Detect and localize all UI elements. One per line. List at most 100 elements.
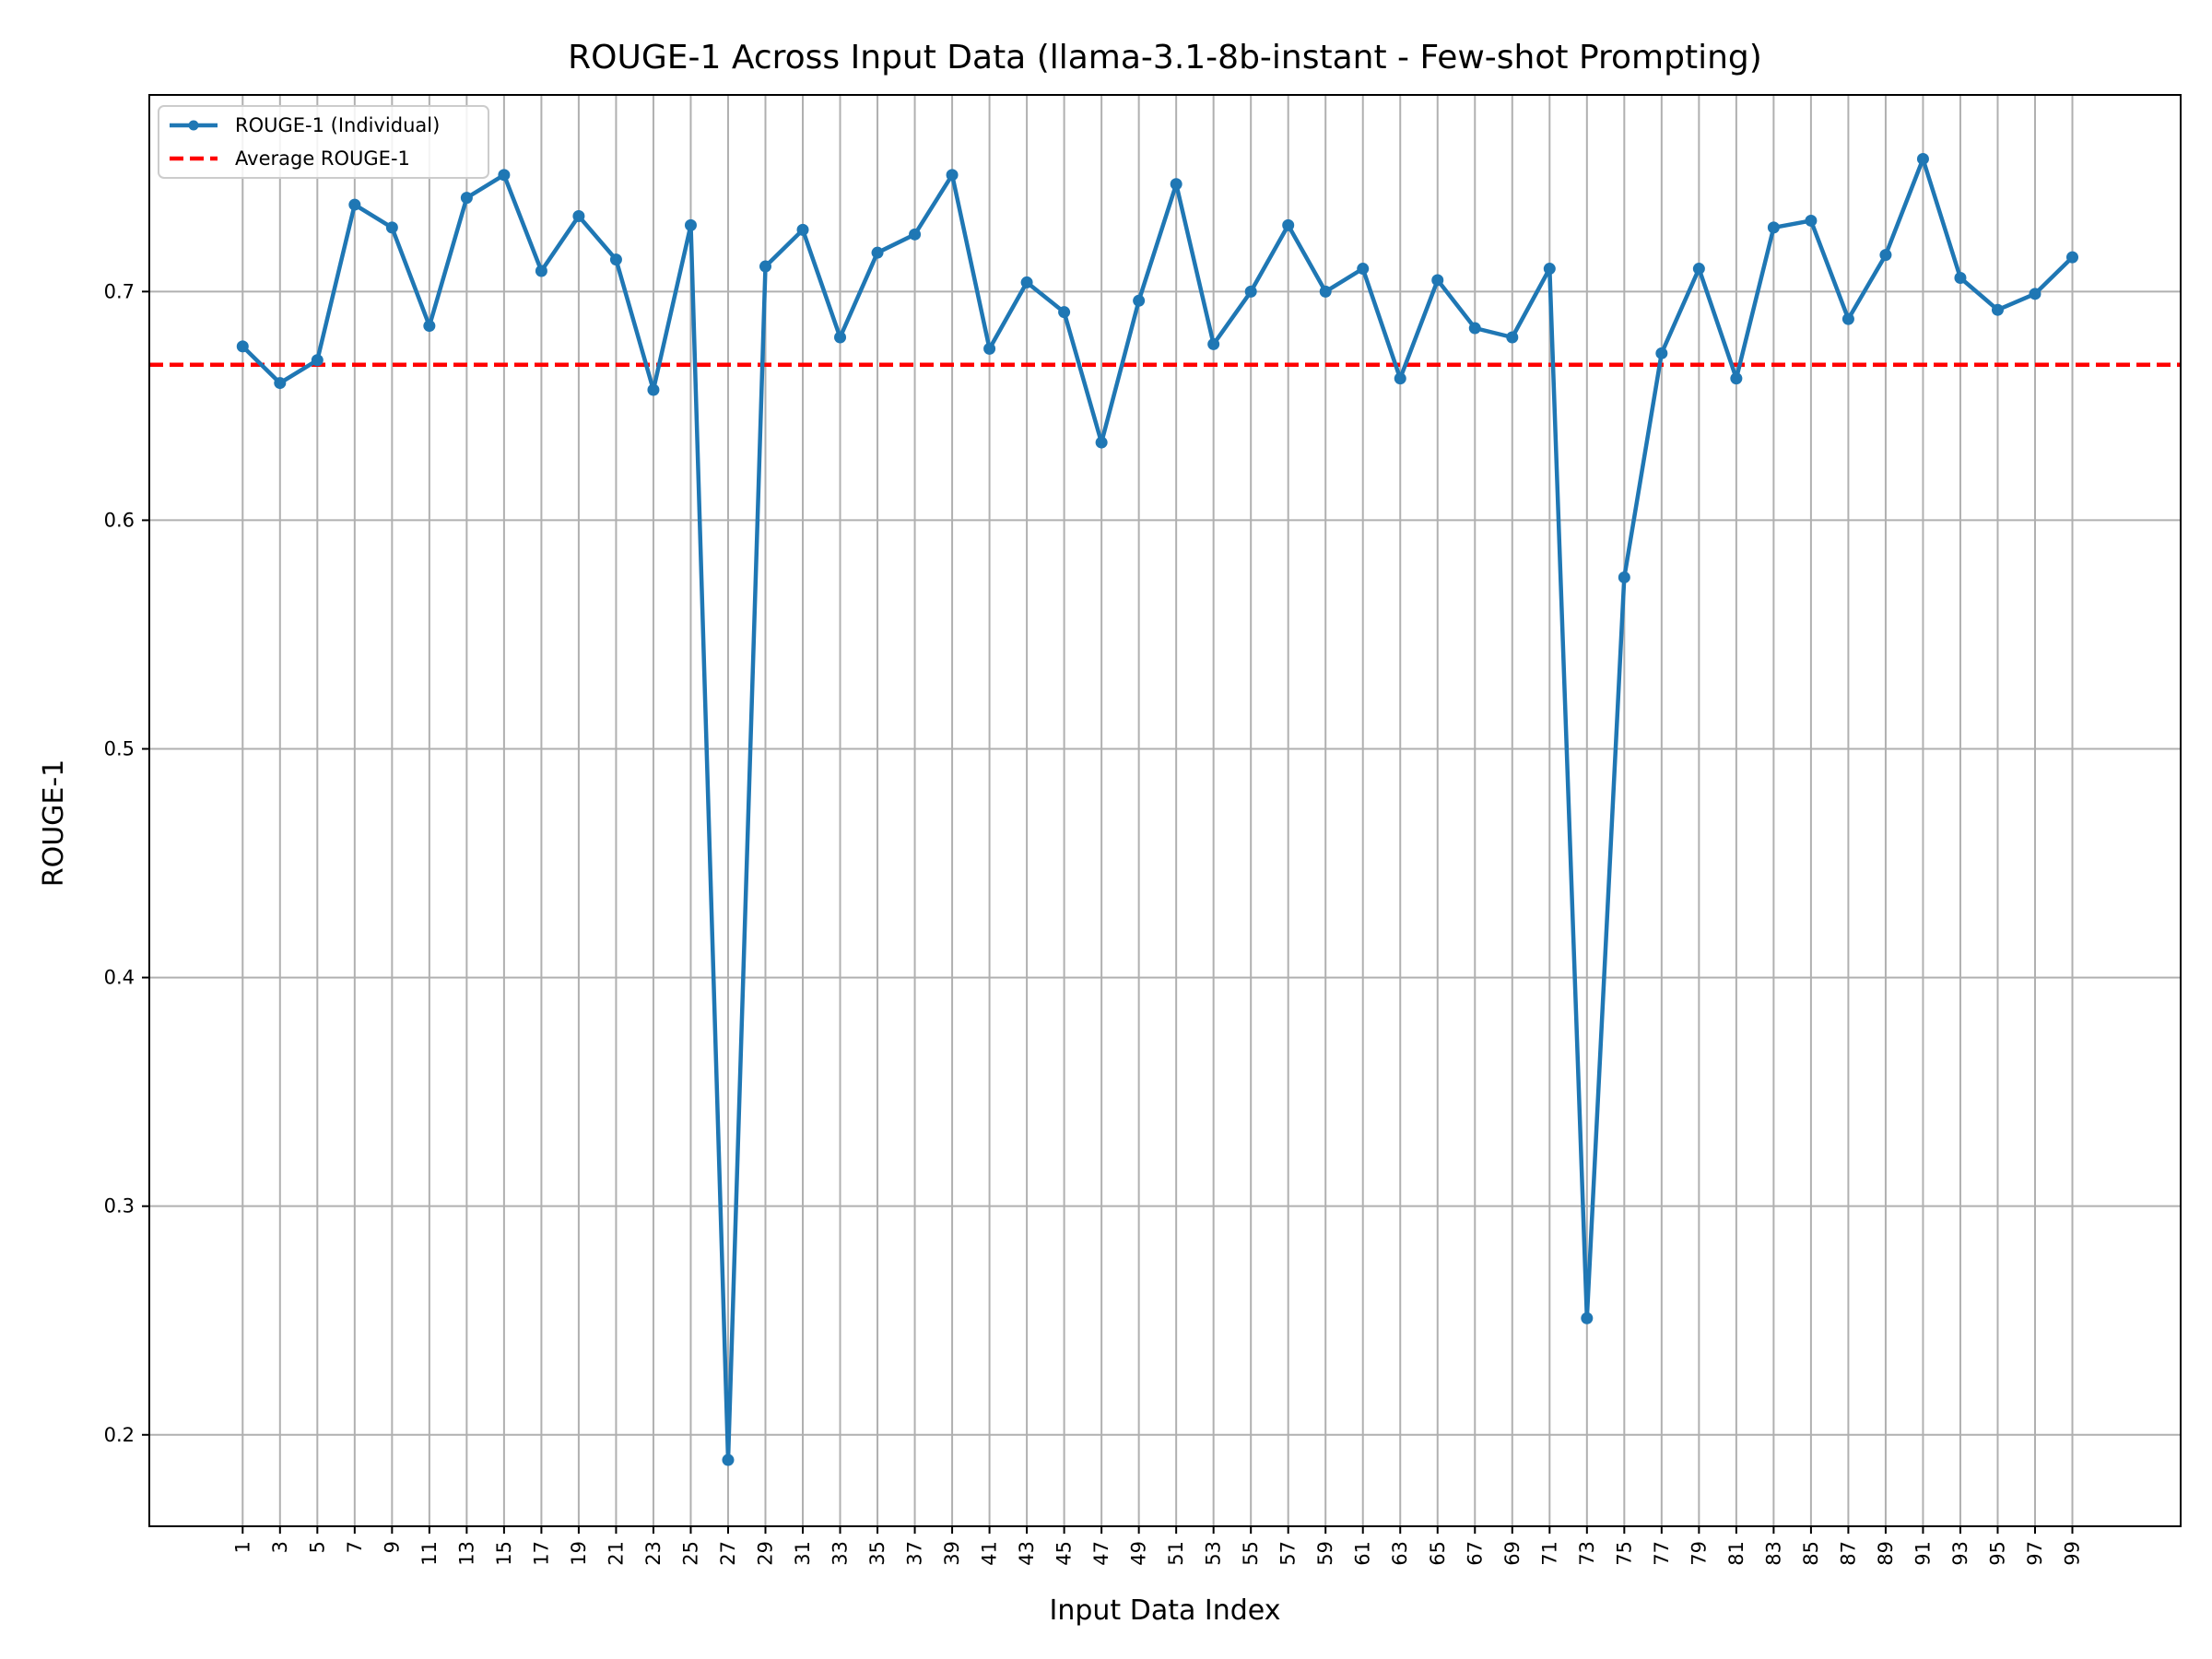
- x-tick-label: 91: [1912, 1541, 1934, 1566]
- x-tick-label: 41: [979, 1541, 1001, 1566]
- x-tick-label: 37: [904, 1541, 926, 1566]
- x-tick-label: 25: [679, 1541, 701, 1566]
- x-tick-label: 43: [1016, 1541, 1038, 1566]
- x-tick-label: 1: [231, 1541, 253, 1553]
- x-tick-label: 67: [1464, 1541, 1486, 1566]
- x-tick-label: 63: [1389, 1541, 1411, 1566]
- data-point: [1244, 285, 1257, 298]
- data-point: [1431, 274, 1444, 287]
- data-point: [1468, 322, 1481, 335]
- x-tick-label: 29: [754, 1541, 776, 1566]
- x-tick-label: 83: [1762, 1541, 1784, 1566]
- data-point: [274, 377, 287, 390]
- data-point: [2029, 288, 2041, 300]
- data-point: [1730, 372, 1743, 385]
- series-line-individual: [241, 157, 2075, 1463]
- data-point: [759, 260, 771, 273]
- data-point: [1357, 263, 1370, 276]
- x-tick-label: 57: [1277, 1541, 1300, 1566]
- x-tick-label: 79: [1688, 1541, 1710, 1566]
- data-point: [1767, 221, 1780, 234]
- x-tick-label: 71: [1538, 1541, 1560, 1566]
- data-point: [1020, 276, 1033, 288]
- data-point: [909, 228, 922, 241]
- x-tick-label: 81: [1725, 1541, 1747, 1566]
- x-tick-label: 89: [1875, 1541, 1897, 1566]
- x-tick-label: 17: [530, 1541, 552, 1566]
- x-tick-label: 53: [1203, 1541, 1225, 1566]
- x-tick-label: 31: [792, 1541, 814, 1566]
- x-tick-label: 93: [1949, 1541, 1971, 1566]
- legend-label-average: Average ROUGE-1: [235, 147, 410, 170]
- x-tick-label: 3: [269, 1541, 291, 1553]
- data-point: [1581, 1312, 1594, 1324]
- data-point: [423, 320, 436, 333]
- data-point: [871, 246, 884, 259]
- x-tick-label: 75: [1613, 1541, 1635, 1566]
- x-tick-label: 65: [1427, 1541, 1449, 1566]
- plot-frame: [148, 94, 2182, 1527]
- data-point: [535, 265, 547, 277]
- legend-box: [158, 105, 489, 179]
- x-tick-label: 33: [830, 1541, 852, 1566]
- data-point: [1655, 347, 1668, 359]
- data-point: [1805, 214, 1818, 227]
- data-point: [1319, 285, 1332, 298]
- data-point: [834, 331, 847, 344]
- data-point: [1058, 306, 1071, 319]
- x-tick-label: 15: [493, 1541, 515, 1566]
- x-tick-label: 97: [2024, 1541, 2046, 1566]
- data-point: [348, 198, 361, 211]
- x-tick-label: 51: [1165, 1541, 1187, 1566]
- y-axis-label: ROUGE-1: [38, 759, 70, 888]
- data-point: [983, 342, 996, 355]
- x-tick-label: 85: [1800, 1541, 1822, 1566]
- data-point: [1879, 249, 1892, 262]
- x-tick-label: 77: [1651, 1541, 1673, 1566]
- data-point: [498, 169, 511, 182]
- x-tick-label: 95: [1986, 1541, 2008, 1566]
- x-tick-label: 61: [1352, 1541, 1374, 1566]
- y-tick-label: 0.7: [104, 280, 135, 302]
- y-tick-label: 0.6: [104, 509, 135, 531]
- x-tick-label: 21: [605, 1541, 627, 1566]
- legend: ROUGE-1 (Individual) Average ROUGE-1: [158, 105, 489, 179]
- data-point: [609, 253, 622, 266]
- data-point: [385, 221, 398, 234]
- data-point: [946, 169, 959, 182]
- data-point: [1207, 337, 1220, 350]
- data-point: [1841, 312, 1854, 325]
- data-point: [1991, 303, 2004, 316]
- x-tick-label: 49: [1128, 1541, 1150, 1566]
- x-tick-label: 27: [717, 1541, 739, 1566]
- x-tick-label: 35: [866, 1541, 888, 1566]
- chart-title: ROUGE-1 Across Input Data (llama-3.1-8b-…: [568, 39, 1762, 76]
- x-tick-label: 7: [344, 1541, 366, 1553]
- x-tick-label: 47: [1090, 1541, 1112, 1566]
- y-tick-label: 0.2: [104, 1424, 135, 1446]
- data-point: [1618, 571, 1630, 583]
- data-point: [1282, 218, 1295, 231]
- x-tick-label: 19: [568, 1541, 590, 1566]
- x-tick-label: 69: [1501, 1541, 1524, 1566]
- data-point: [722, 1453, 735, 1466]
- series-layer: [236, 152, 2079, 1466]
- data-point: [1170, 178, 1182, 191]
- data-point: [1954, 271, 1967, 284]
- y-tick-label: 0.3: [104, 1195, 135, 1218]
- grid-lines: [149, 95, 2181, 1526]
- data-point: [1543, 263, 1556, 276]
- x-tick-label: 73: [1576, 1541, 1598, 1566]
- data-point: [1692, 263, 1705, 276]
- data-point: [1133, 294, 1146, 307]
- y-tick-label: 0.4: [104, 967, 135, 989]
- data-point: [1095, 436, 1108, 449]
- data-point: [796, 223, 809, 236]
- x-tick-label: 45: [1053, 1541, 1076, 1566]
- x-axis-label: Input Data Index: [1050, 1594, 1281, 1627]
- x-tick-label: 87: [1837, 1541, 1859, 1566]
- legend-marker-individual: [188, 120, 199, 131]
- data-point: [1506, 331, 1519, 344]
- y-axis-ticks: 0.2 0.3 0.4 0.5 0.6 0.7: [104, 280, 149, 1446]
